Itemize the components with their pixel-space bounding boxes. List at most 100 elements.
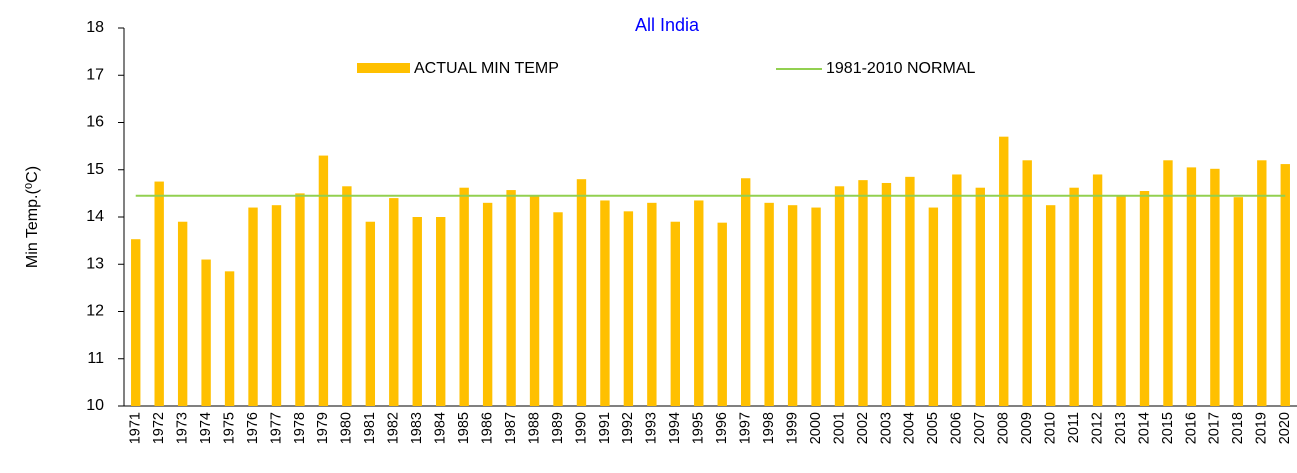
bar	[1163, 160, 1173, 406]
x-tick-label: 2007	[972, 412, 988, 444]
x-tick-label: 1995	[691, 412, 707, 444]
bar	[1116, 195, 1126, 406]
bar	[881, 182, 892, 406]
x-tick-label: 1974	[198, 412, 214, 444]
y-tick-label: 17	[86, 66, 104, 83]
bar	[834, 186, 845, 406]
bar	[623, 211, 634, 406]
x-tick-label: 2013	[1113, 412, 1129, 444]
x-tick-label: 1992	[620, 412, 636, 444]
x-tick-label: 2008	[996, 412, 1012, 444]
bar	[412, 217, 422, 406]
x-tick-label: 1989	[550, 412, 566, 444]
bar	[271, 205, 282, 406]
bar	[365, 221, 376, 406]
bar	[318, 155, 329, 406]
x-tick-label: 2005	[925, 412, 941, 444]
x-tick-label: 1985	[456, 412, 472, 444]
bar	[1186, 167, 1197, 406]
bar	[459, 187, 469, 406]
x-tick-label: 1983	[409, 412, 425, 444]
x-tick-label: 2011	[1066, 412, 1082, 443]
y-tick-label: 11	[87, 350, 104, 367]
bar	[529, 195, 540, 406]
bar	[248, 207, 258, 406]
x-tick-label: 2019	[1254, 412, 1270, 444]
bar	[177, 221, 188, 406]
legend-label: ACTUAL MIN TEMP	[414, 60, 559, 77]
y-tick-label: 10	[86, 397, 104, 414]
x-tick-label: 2006	[949, 412, 965, 444]
bar	[858, 180, 868, 406]
bar	[764, 202, 774, 406]
x-tick-label: 1972	[151, 412, 167, 444]
bar	[1210, 168, 1220, 406]
x-tick-label: 1990	[573, 412, 589, 444]
x-tick-label: 1988	[526, 412, 542, 444]
x-tick-label: 2010	[1042, 412, 1058, 444]
x-tick-label: 2001	[831, 412, 847, 444]
x-tick-label: 2009	[1019, 412, 1035, 444]
bar	[952, 174, 962, 406]
bar	[811, 207, 821, 406]
x-tick-label: 2000	[808, 412, 824, 444]
bar	[1045, 205, 1056, 406]
x-tick-label: 2018	[1230, 412, 1246, 444]
bar	[670, 221, 681, 406]
bar	[1280, 164, 1290, 406]
bar	[342, 186, 352, 406]
x-tick-label: 2014	[1136, 412, 1152, 444]
bar	[787, 205, 798, 406]
x-tick-label: 1998	[761, 412, 777, 444]
x-tick-label: 2015	[1160, 412, 1176, 444]
bar	[600, 200, 610, 406]
y-tick-label: 12	[86, 303, 104, 320]
x-tick-label: 1984	[433, 412, 449, 444]
x-tick-label: 2020	[1277, 412, 1293, 444]
bar	[1233, 197, 1244, 406]
legend-swatch	[357, 63, 410, 73]
bar	[1069, 187, 1079, 406]
x-tick-label: 1993	[644, 412, 660, 444]
x-tick-label: 1979	[315, 412, 331, 444]
bar	[553, 212, 563, 406]
x-tick-label: 1987	[503, 412, 519, 444]
bar	[436, 217, 446, 406]
x-tick-label: 1999	[784, 412, 800, 444]
x-tick-label: 2012	[1089, 412, 1105, 444]
x-tick-label: 1982	[386, 412, 402, 444]
y-tick-label: 13	[86, 255, 104, 272]
bar	[905, 176, 915, 406]
bar	[131, 239, 141, 406]
legend-label: 1981-2010 NORMAL	[826, 60, 976, 77]
x-tick-label: 1978	[292, 412, 308, 444]
x-tick-label: 1973	[174, 412, 190, 444]
x-tick-label: 2016	[1183, 412, 1199, 444]
bar	[740, 178, 751, 406]
x-tick-label: 1981	[362, 412, 378, 444]
bar	[389, 198, 399, 406]
x-tick-label: 1994	[667, 412, 683, 444]
bar	[975, 187, 985, 406]
x-tick-label: 1996	[714, 412, 730, 444]
bar	[647, 202, 657, 406]
x-tick-label: 2003	[878, 412, 894, 444]
x-tick-label: 1991	[597, 412, 613, 444]
bar	[928, 207, 939, 406]
x-tick-label: 1977	[268, 412, 284, 444]
x-tick-label: 2004	[902, 412, 918, 444]
bar	[1022, 160, 1032, 406]
x-tick-label: 2002	[855, 412, 871, 444]
x-tick-label: 1975	[221, 412, 237, 444]
bar	[1257, 160, 1267, 406]
x-tick-label: 1971	[128, 412, 144, 444]
bar	[1092, 174, 1103, 406]
bar	[999, 136, 1009, 407]
bar	[576, 179, 587, 406]
bar	[482, 202, 493, 406]
x-tick-label: 1980	[339, 412, 355, 444]
chart-title: All India	[635, 15, 700, 35]
bar	[224, 271, 235, 406]
bar	[154, 181, 164, 406]
